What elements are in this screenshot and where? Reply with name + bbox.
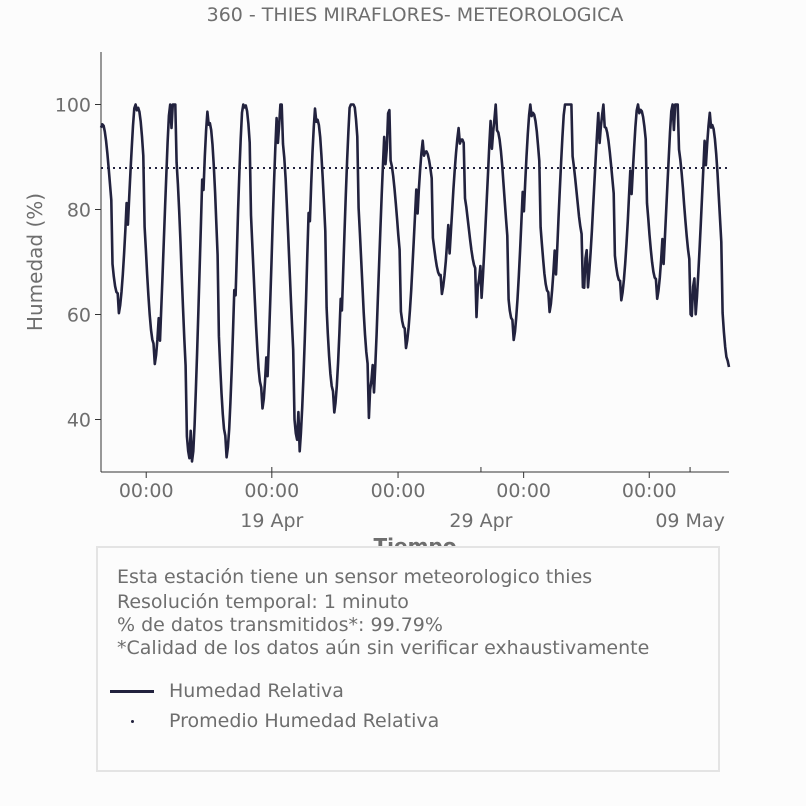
legend-swatch-humidity (110, 690, 154, 693)
legend-label-humidity: Humedad Relativa (169, 680, 344, 702)
temporal-resolution: Resolución temporal: 1 minuto (117, 591, 409, 613)
info-legend-box (96, 546, 720, 772)
y-tick-label-1: 60 (67, 305, 91, 327)
x-tick-label-1: 00:00 (244, 480, 299, 502)
y-tick-label-3: 100 (55, 95, 91, 117)
quality-disclaimer: *Calidad de los datos aún sin verificar … (117, 637, 650, 659)
y-axis-label: Humedad (%) (23, 193, 47, 331)
humidity-chart: 360 - THIES MIRAFLORES- METEOROLOGICA 40… (23, 4, 731, 558)
series-group (99, 103, 731, 463)
x-tick-label-3: 00:00 (496, 480, 551, 502)
station-description: Esta estación tiene un sensor meteorolog… (117, 566, 593, 588)
legend-swatch-mean (131, 720, 134, 723)
x-date-label-2: 09 May (655, 510, 725, 532)
x-tick-label-4: 00:00 (622, 480, 677, 502)
y-tick-label-2: 80 (67, 200, 91, 222)
x-date-label-1: 29 Apr (449, 510, 512, 532)
x-tick-label-2: 00:00 (371, 480, 426, 502)
series-line-humedad-relativa (99, 103, 731, 463)
legend-label-mean: Promedio Humedad Relativa (169, 710, 440, 732)
y-tick-label-0: 40 (67, 410, 91, 432)
x-date-label-0: 19 Apr (240, 510, 303, 532)
x-axis: 00:00 00:00 00:00 00:00 00:00 19 Apr 29 Apr 09 … (119, 467, 725, 532)
y-axis: 40 60 80 100 (55, 95, 101, 432)
chart-title: 360 - THIES MIRAFLORES- METEOROLOGICA (207, 4, 624, 26)
transmitted-percentage: % de datos transmitidos*: 99.79% (117, 614, 443, 636)
x-tick-label-0: 00:00 (119, 480, 174, 502)
